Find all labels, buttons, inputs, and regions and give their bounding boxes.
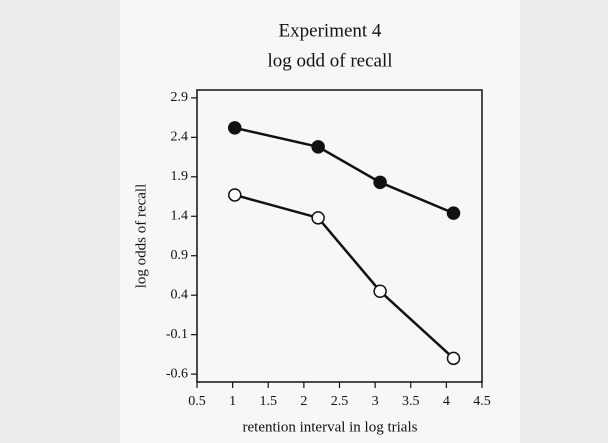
- x-tick-label: 3.5: [402, 394, 420, 409]
- data-point: [446, 351, 461, 366]
- series-line: [234, 193, 455, 360]
- data-point: [311, 211, 325, 225]
- chart-subtitle: log odd of recall: [267, 50, 392, 71]
- x-tick-label: 4.5: [473, 394, 491, 409]
- y-tick-label: 1.4: [171, 208, 189, 223]
- y-tick-label: 2.4: [171, 130, 189, 145]
- x-tick-label: 3: [372, 394, 379, 409]
- data-point: [228, 188, 242, 202]
- x-tick-label: 1.5: [260, 394, 278, 409]
- x-axis-label: retention interval in log trials: [243, 419, 418, 435]
- x-tick-label: 0.5: [188, 394, 206, 409]
- data-point: [446, 206, 461, 220]
- y-tick-label: -0.1: [166, 327, 188, 342]
- x-tick-label: 2: [300, 394, 307, 409]
- y-axis-label: log odds of recall: [133, 184, 149, 289]
- data-point: [373, 175, 387, 190]
- x-tick-label: 1: [229, 394, 236, 409]
- series-line: [234, 126, 454, 215]
- data-point: [373, 284, 387, 298]
- y-tick-label: 0.4: [171, 287, 189, 302]
- data-point: [311, 140, 325, 154]
- y-tick-label: 0.9: [171, 248, 189, 263]
- x-tick-label: 2.5: [331, 394, 349, 409]
- chart-title: Experiment 4: [279, 20, 382, 41]
- y-tick-label: 2.9: [171, 90, 189, 105]
- y-tick-label: -0.6: [166, 366, 188, 381]
- x-tick-label: 4: [443, 394, 450, 409]
- data-point: [228, 121, 242, 135]
- y-tick-label: 1.9: [171, 169, 189, 184]
